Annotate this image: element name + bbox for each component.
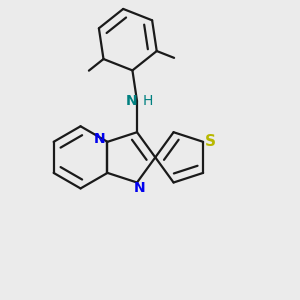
Text: N: N [134,182,146,195]
Text: S: S [205,134,216,149]
Text: N: N [94,131,105,146]
Text: N: N [126,94,137,108]
Text: H: H [142,94,153,108]
